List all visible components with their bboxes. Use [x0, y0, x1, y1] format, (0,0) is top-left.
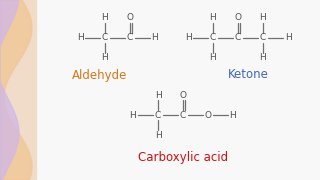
- Text: H: H: [155, 130, 161, 140]
- Text: H: H: [260, 14, 266, 22]
- Text: H: H: [210, 14, 216, 22]
- Text: H: H: [102, 14, 108, 22]
- Text: C: C: [102, 33, 108, 42]
- Text: C: C: [235, 33, 241, 42]
- Text: O: O: [235, 14, 242, 22]
- Text: O: O: [126, 14, 133, 22]
- Text: O: O: [180, 91, 187, 100]
- Text: H: H: [76, 33, 84, 42]
- Text: H: H: [130, 111, 136, 120]
- Text: H: H: [185, 33, 191, 42]
- Text: C: C: [127, 33, 133, 42]
- Text: H: H: [284, 33, 292, 42]
- Text: Carboxylic acid: Carboxylic acid: [138, 152, 228, 165]
- Text: C: C: [210, 33, 216, 42]
- Text: H: H: [155, 91, 161, 100]
- Text: Aldehyde: Aldehyde: [72, 69, 128, 82]
- Text: H: H: [230, 111, 236, 120]
- Text: H: H: [210, 53, 216, 62]
- Text: C: C: [155, 111, 161, 120]
- Text: C: C: [260, 33, 266, 42]
- Text: H: H: [260, 53, 266, 62]
- Text: H: H: [152, 33, 158, 42]
- Text: H: H: [102, 53, 108, 62]
- Text: Ketone: Ketone: [228, 69, 268, 82]
- Text: O: O: [204, 111, 212, 120]
- Text: C: C: [180, 111, 186, 120]
